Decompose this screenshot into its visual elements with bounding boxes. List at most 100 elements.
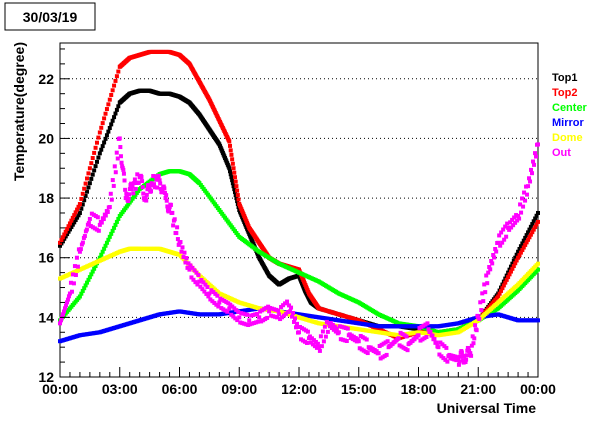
interp-point — [182, 250, 187, 255]
interp-point — [162, 190, 167, 195]
interp-point — [86, 277, 91, 282]
interp-point — [89, 176, 94, 181]
interp-point — [103, 111, 108, 116]
data-point — [237, 315, 242, 320]
interp-point — [235, 193, 240, 198]
interp-point — [144, 198, 149, 203]
interp-point — [229, 175, 234, 180]
data-point — [496, 240, 501, 245]
interp-point — [245, 312, 250, 317]
interp-point — [464, 353, 469, 358]
interp-point — [216, 304, 221, 309]
interp-point — [471, 341, 476, 346]
interp-point — [74, 255, 79, 260]
interp-point — [58, 318, 63, 323]
data-point — [77, 210, 82, 215]
interp-point — [103, 213, 108, 218]
interp-point — [100, 249, 105, 254]
interp-point — [334, 326, 339, 331]
interp-point — [456, 362, 461, 367]
data-point — [376, 351, 381, 356]
interp-point — [180, 245, 185, 250]
data-point — [217, 300, 222, 305]
interp-point — [487, 265, 492, 270]
interp-point — [198, 284, 203, 289]
interp-point — [491, 253, 496, 258]
interp-point — [59, 238, 64, 243]
interp-point — [509, 225, 514, 230]
interp-point — [123, 187, 128, 192]
interp-point — [73, 272, 78, 277]
data-point — [97, 255, 102, 260]
interp-point — [140, 179, 145, 184]
interp-point — [93, 264, 98, 269]
interp-point — [215, 293, 220, 298]
interp-point — [110, 88, 115, 93]
interp-point — [236, 309, 241, 314]
interp-point — [85, 189, 90, 194]
interp-point — [512, 215, 517, 220]
interp-point — [66, 294, 71, 299]
interp-point — [292, 319, 297, 324]
interp-point — [233, 193, 238, 198]
interp-point — [305, 329, 310, 334]
interp-point — [485, 281, 490, 286]
interp-point — [472, 336, 477, 341]
legend-entry-center: Center — [552, 102, 588, 114]
interp-point — [121, 171, 126, 176]
interp-point — [318, 334, 323, 339]
interp-point — [523, 242, 528, 247]
interp-point — [325, 329, 330, 334]
interp-point — [230, 157, 235, 162]
interp-point — [127, 192, 132, 197]
interp-point — [73, 218, 78, 223]
interp-point — [103, 136, 108, 141]
interp-point — [176, 242, 181, 247]
interp-point — [293, 316, 298, 321]
interp-point — [526, 230, 531, 235]
data-point — [536, 267, 540, 272]
interp-point — [189, 275, 194, 280]
data-point — [97, 151, 102, 156]
data-point — [436, 345, 441, 350]
data-point — [536, 142, 540, 147]
interp-point — [114, 74, 119, 79]
interp-point — [194, 270, 199, 275]
interp-point — [534, 213, 539, 218]
interp-point — [171, 223, 176, 228]
y-tick-label: 14 — [38, 309, 54, 325]
interp-point — [530, 171, 535, 176]
data-point — [87, 216, 92, 221]
date-title-box: 30/03/19 — [4, 2, 96, 31]
interp-point — [86, 221, 91, 226]
interp-point — [94, 159, 99, 164]
interp-point — [508, 269, 513, 274]
interp-point — [499, 230, 504, 235]
interp-point — [140, 185, 145, 190]
interp-point — [105, 209, 110, 214]
interp-point — [315, 341, 320, 346]
interp-point — [191, 277, 196, 282]
interp-point — [103, 243, 108, 248]
interp-point — [531, 219, 536, 224]
data-point — [316, 345, 321, 350]
interp-point — [285, 299, 290, 304]
interp-point — [503, 280, 508, 285]
interp-point — [179, 249, 184, 254]
interp-point — [534, 222, 539, 227]
interp-point — [99, 252, 104, 257]
legend-entry-out: Out — [552, 147, 571, 159]
interp-point — [228, 148, 233, 153]
data-point — [396, 336, 401, 341]
interp-point — [505, 221, 510, 226]
x-tick-label: 06:00 — [162, 381, 198, 397]
data-point — [58, 243, 62, 248]
interp-point — [405, 348, 410, 353]
interp-point — [121, 167, 126, 172]
interp-point — [129, 181, 134, 186]
interp-point — [151, 174, 156, 179]
interp-point — [470, 334, 475, 339]
interp-point — [93, 164, 98, 169]
interp-point — [500, 240, 505, 245]
interp-point — [501, 227, 506, 232]
